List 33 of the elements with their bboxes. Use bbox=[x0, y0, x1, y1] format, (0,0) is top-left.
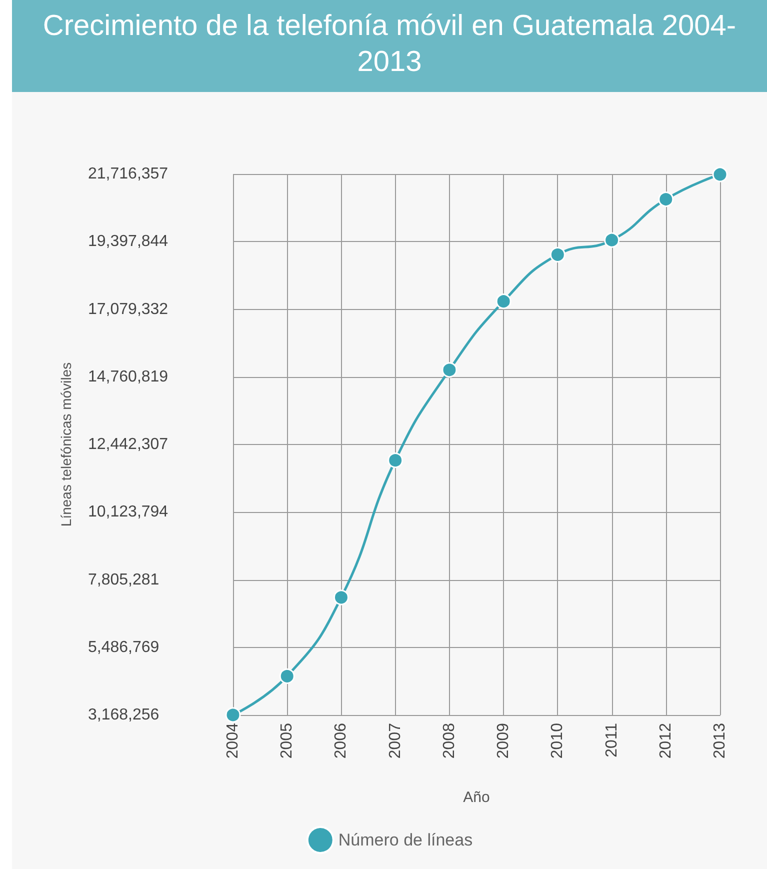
x-tick-label: 2007 bbox=[386, 722, 404, 759]
point bbox=[550, 246, 566, 262]
x-tick-label: 2011 bbox=[603, 722, 620, 758]
y-tick-label: 21,716,357 bbox=[88, 166, 168, 182]
point bbox=[225, 707, 241, 723]
y-tick-label: 3,168,256 bbox=[88, 706, 160, 724]
legend-label: Número de líneas bbox=[338, 830, 473, 850]
x-axis-title: Año bbox=[463, 789, 490, 806]
y-tick-label: 5,486,769 bbox=[88, 638, 160, 656]
y-tick-label: 17,079,332 bbox=[88, 300, 168, 318]
point bbox=[658, 192, 674, 208]
x-tick-label: 2005 bbox=[278, 722, 296, 759]
y-axis-title: Líneas telefónicas móviles bbox=[58, 362, 74, 527]
point bbox=[279, 668, 295, 684]
x-tick-label: 2009 bbox=[495, 722, 512, 759]
x-tick-label: 2010 bbox=[549, 722, 566, 759]
x-tick-label: 2008 bbox=[440, 722, 458, 759]
chart-title: Crecimiento de la telefonía móvil en Guatemala 2004-2013 bbox=[12, 0, 767, 92]
point bbox=[333, 590, 349, 606]
point bbox=[712, 166, 728, 182]
y-tick-label: 12,442,307 bbox=[88, 436, 168, 453]
x-tick-label: 2006 bbox=[332, 722, 350, 759]
y-tick-label: 14,760,819 bbox=[88, 368, 168, 386]
x-tick-label: 2004 bbox=[224, 722, 242, 759]
x-tick-label: 2013 bbox=[712, 722, 728, 759]
point bbox=[604, 232, 620, 248]
y-tick-label: 19,397,844 bbox=[88, 233, 168, 250]
y-tick-label: 7,805,281 bbox=[88, 571, 160, 588]
point bbox=[442, 362, 458, 378]
y-tick-label: 10,123,794 bbox=[88, 504, 168, 521]
point bbox=[388, 452, 404, 468]
point bbox=[496, 294, 512, 310]
x-tick-label: 2012 bbox=[657, 722, 674, 759]
